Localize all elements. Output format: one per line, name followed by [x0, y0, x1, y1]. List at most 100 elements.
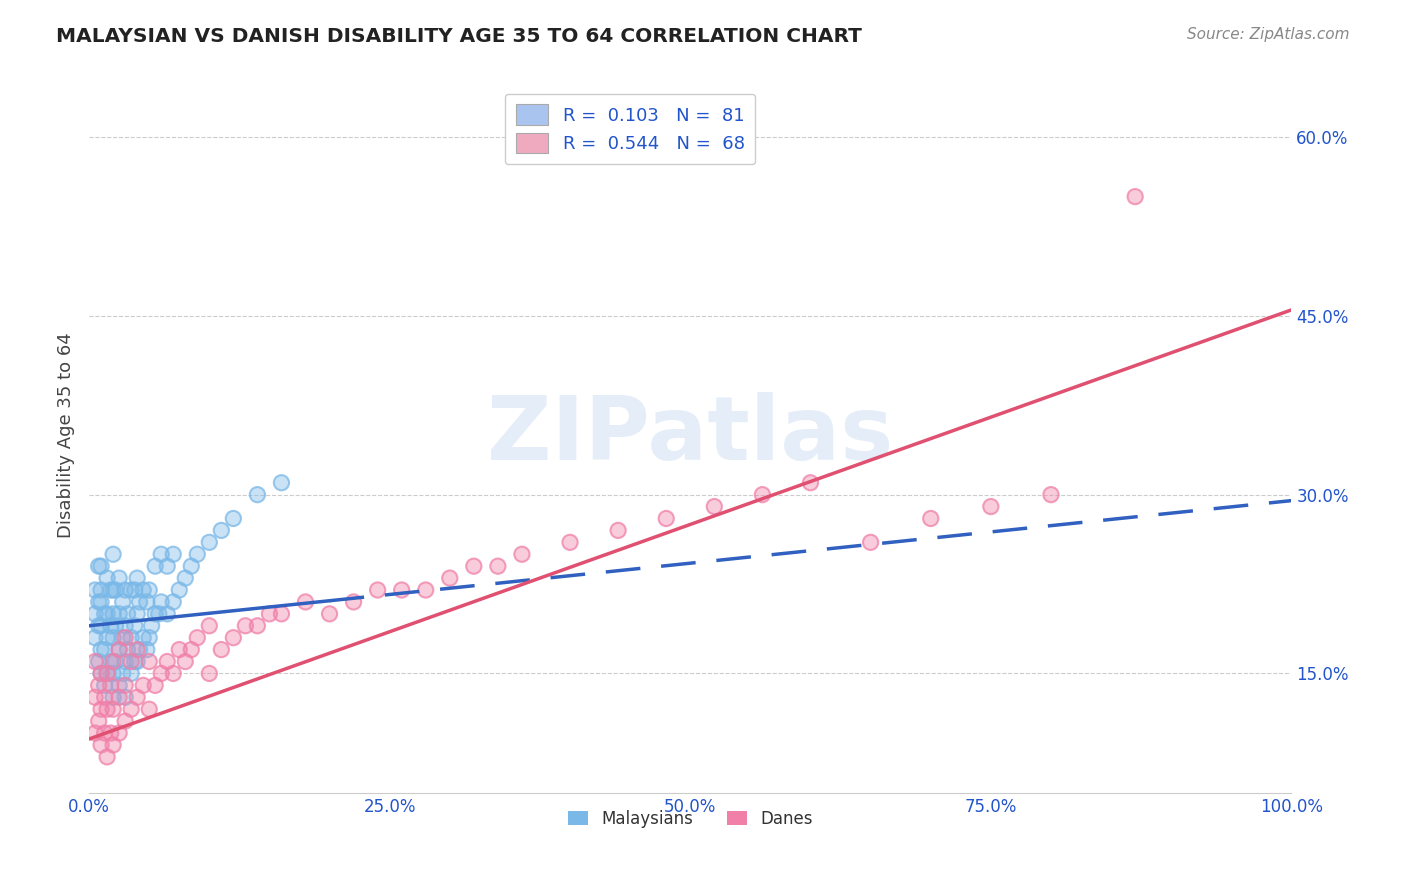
Point: [101, 702, 124, 716]
Point: [90, 559, 112, 574]
Point: [104, 582, 127, 597]
Point: [135, 595, 157, 609]
Point: [108, 726, 131, 740]
Point: [141, 619, 163, 633]
Point: [703, 500, 725, 514]
Point: [799, 475, 821, 490]
Point: [96, 750, 118, 764]
Point: [127, 655, 149, 669]
Point: [101, 582, 124, 597]
Point: [162, 666, 184, 681]
Point: [108, 642, 131, 657]
Point: [87, 595, 110, 609]
Point: [87, 678, 110, 692]
Point: [980, 500, 1002, 514]
Point: [114, 678, 136, 692]
Point: [655, 511, 678, 525]
Point: [138, 655, 160, 669]
Point: [607, 524, 630, 538]
Point: [111, 666, 134, 681]
Point: [186, 547, 208, 561]
Point: [90, 595, 112, 609]
Point: [415, 582, 437, 597]
Point: [104, 619, 127, 633]
Point: [751, 488, 773, 502]
Point: [135, 595, 157, 609]
Point: [162, 666, 184, 681]
Point: [439, 571, 461, 585]
Point: [128, 642, 150, 657]
Point: [108, 571, 131, 585]
Point: [150, 666, 173, 681]
Point: [156, 607, 179, 621]
Point: [138, 702, 160, 716]
Point: [101, 738, 124, 752]
Point: [101, 547, 124, 561]
Point: [100, 726, 122, 740]
Point: [510, 547, 533, 561]
Point: [246, 488, 269, 502]
Point: [486, 559, 509, 574]
Point: [96, 702, 118, 716]
Point: [93, 642, 115, 657]
Point: [90, 666, 112, 681]
Point: [162, 547, 184, 561]
Point: [138, 655, 160, 669]
Point: [120, 655, 142, 669]
Point: [90, 582, 112, 597]
Point: [132, 582, 155, 597]
Point: [167, 582, 190, 597]
Point: [104, 582, 127, 597]
Point: [751, 488, 773, 502]
Point: [174, 655, 197, 669]
Point: [439, 571, 461, 585]
Point: [167, 642, 190, 657]
Point: [101, 690, 124, 705]
Point: [93, 642, 115, 657]
Point: [84, 655, 107, 669]
Point: [117, 607, 139, 621]
Point: [96, 666, 118, 681]
Point: [127, 642, 149, 657]
Point: [174, 655, 197, 669]
Point: [222, 631, 245, 645]
Point: [150, 666, 173, 681]
Text: Source: ZipAtlas.com: Source: ZipAtlas.com: [1187, 27, 1350, 42]
Point: [209, 524, 232, 538]
Point: [90, 642, 112, 657]
Point: [270, 475, 292, 490]
Point: [90, 738, 112, 752]
Point: [920, 511, 942, 525]
Point: [114, 714, 136, 728]
Point: [100, 582, 122, 597]
Point: [132, 678, 155, 692]
Point: [104, 655, 127, 669]
Point: [342, 595, 364, 609]
Point: [127, 655, 149, 669]
Point: [124, 655, 146, 669]
Point: [198, 666, 221, 681]
Point: [96, 702, 118, 716]
Point: [101, 607, 124, 621]
Point: [108, 726, 131, 740]
Point: [209, 524, 232, 538]
Point: [93, 607, 115, 621]
Point: [87, 559, 110, 574]
Point: [90, 666, 112, 681]
Point: [415, 582, 437, 597]
Point: [198, 619, 221, 633]
Point: [167, 582, 190, 597]
Point: [90, 595, 112, 609]
Point: [84, 582, 107, 597]
Point: [186, 631, 208, 645]
Point: [150, 547, 173, 561]
Point: [148, 607, 170, 621]
Point: [235, 619, 257, 633]
Point: [148, 607, 170, 621]
Point: [120, 666, 142, 681]
Point: [143, 559, 166, 574]
Point: [859, 535, 882, 549]
Text: MALAYSIAN VS DANISH DISABILITY AGE 35 TO 64 CORRELATION CHART: MALAYSIAN VS DANISH DISABILITY AGE 35 TO…: [56, 27, 862, 45]
Point: [90, 619, 112, 633]
Point: [980, 500, 1002, 514]
